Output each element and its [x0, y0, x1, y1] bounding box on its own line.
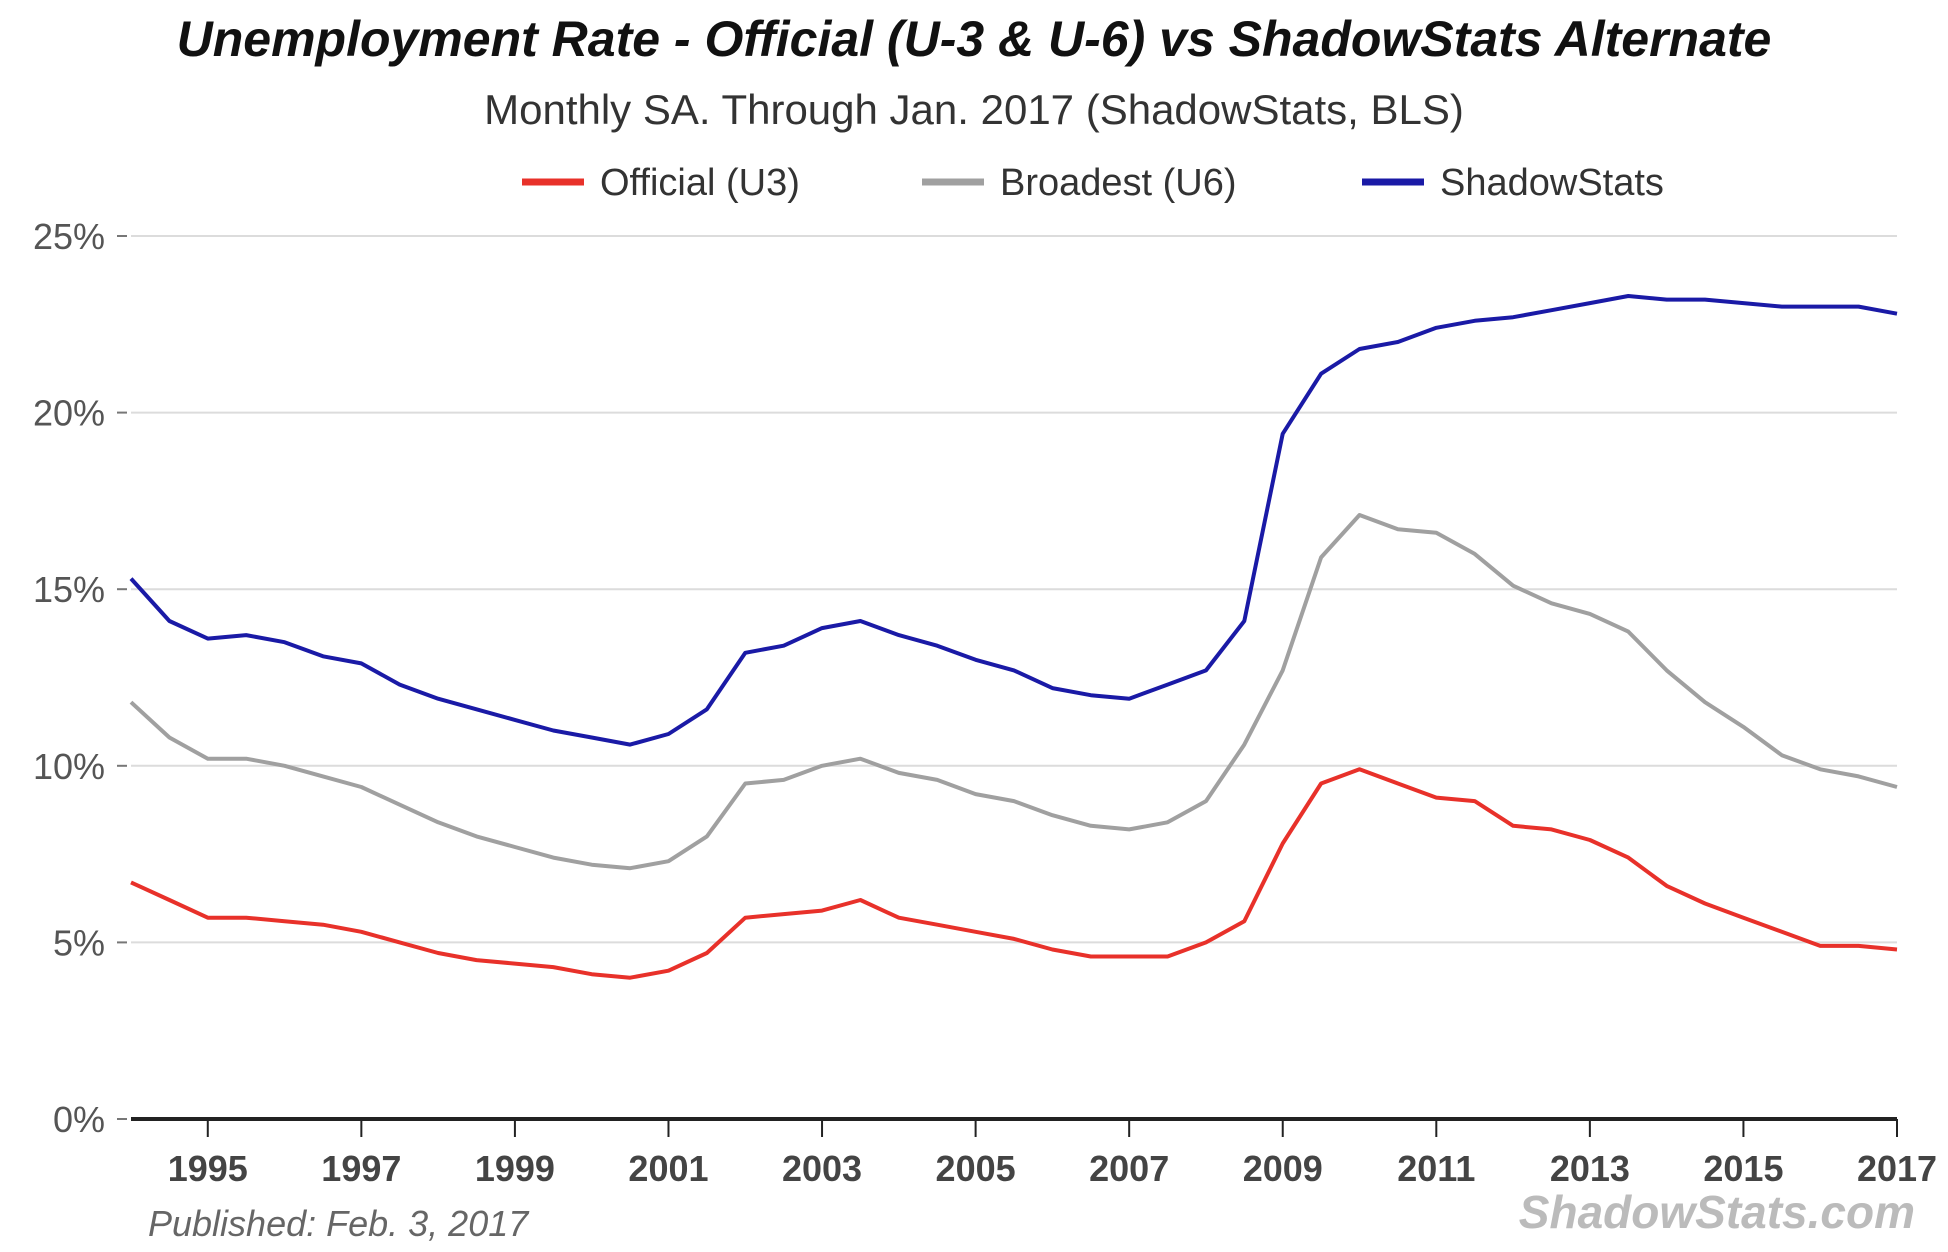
- watermark: ShadowStats.com: [1519, 1186, 1915, 1238]
- x-tick-label: 2005: [936, 1148, 1016, 1189]
- y-axis: 0% 5% 10% 15% 20% 25%: [33, 216, 127, 1140]
- x-tick-label: 2017: [1857, 1148, 1937, 1189]
- x-tick-label: 2003: [782, 1148, 862, 1189]
- y-tick-label: 15%: [33, 569, 105, 610]
- x-tick-label: 2001: [628, 1148, 708, 1189]
- x-tick-label: 2015: [1703, 1148, 1783, 1189]
- published-note: Published: Feb. 3, 2017: [148, 1203, 530, 1244]
- x-tick-label: 2013: [1550, 1148, 1630, 1189]
- y-tick-label: 25%: [33, 216, 105, 257]
- y-tick-label: 20%: [33, 393, 105, 434]
- series-line-official-u3: [130, 767, 1898, 980]
- gridlines: [131, 235, 1897, 944]
- chart-title: Unemployment Rate - Official (U-3 & U-6)…: [177, 11, 1772, 67]
- legend: Official (U3) Broadest (U6) ShadowStats: [522, 162, 1664, 204]
- x-tick-label: 2011: [1397, 1148, 1475, 1189]
- y-tick-label: 0%: [53, 1099, 105, 1140]
- x-tick-label: 1997: [321, 1148, 401, 1189]
- series-line-broadest-u6: [129, 513, 1898, 871]
- series-lines: [129, 294, 1898, 980]
- legend-label: Official (U3): [600, 162, 800, 204]
- legend-label: ShadowStats: [1440, 162, 1664, 204]
- chart-subtitle: Monthly SA. Through Jan. 2017 (ShadowSta…: [484, 86, 1464, 133]
- y-tick-label: 5%: [53, 922, 105, 963]
- series-line-shadowstats: [129, 294, 1898, 747]
- x-tick-label: 2007: [1089, 1148, 1169, 1189]
- x-tick-label: 2009: [1243, 1148, 1323, 1189]
- y-tick-label: 10%: [33, 746, 105, 787]
- x-axis: 1995 1997 1999 2001 2003 2005 2007 2009 2011 2013…: [131, 1117, 1937, 1189]
- legend-label: Broadest (U6): [1000, 162, 1237, 204]
- x-tick-label: 1995: [168, 1148, 248, 1189]
- x-tick-label: 1999: [475, 1148, 555, 1189]
